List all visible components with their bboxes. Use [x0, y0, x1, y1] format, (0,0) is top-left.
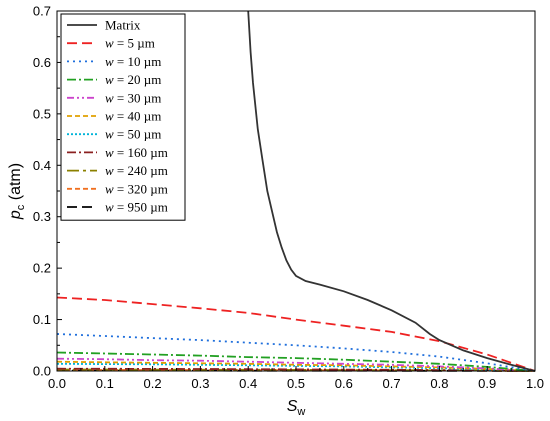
legend-label: w = 50 µm [105, 127, 161, 142]
legend-label: w = 30 µm [105, 90, 161, 105]
legend-label: w = 160 µm [105, 145, 168, 160]
legend-entry: w = 5 µm [67, 36, 155, 51]
y-tick-label: 0.5 [33, 106, 51, 121]
legend-entry: w = 30 µm [67, 90, 161, 105]
legend-entry: w = 950 µm [67, 200, 168, 215]
y-tick-label: 0.6 [33, 55, 51, 70]
legend: Matrix w = 5 µm w = 10 µm w = 20 µm w = 30 µ… [60, 13, 186, 221]
y-tick-label: 0.2 [33, 261, 51, 276]
x-tick-label: 0.3 [191, 376, 209, 391]
legend-entry: w = 50 µm [67, 127, 161, 142]
legend-label: w = 5 µm [105, 36, 155, 51]
x-tick-label: 0.6 [335, 376, 353, 391]
axis-titles: Sw pc (atm) [7, 163, 305, 418]
y-tick-label: 0.1 [33, 312, 51, 327]
legend-label: Matrix [105, 18, 141, 33]
legend-entry: w = 40 µm [67, 109, 161, 124]
y-tick-label: 0.4 [33, 158, 51, 173]
series-line-2 [56, 333, 536, 372]
x-tick-label: 0.7 [383, 376, 401, 391]
legend-entry: w = 240 µm [67, 163, 168, 178]
legend-label: w = 950 µm [105, 200, 168, 215]
x-tick-label: 0.8 [430, 376, 448, 391]
x-axis-title: Sw [287, 398, 306, 418]
x-tick-label: 1.0 [526, 376, 544, 391]
legend-label: w = 20 µm [105, 72, 161, 87]
x-tick-label: 0.1 [96, 376, 114, 391]
y-axis: 0.0 0.1 0.2 0.3 0.4 0.5 0.6 0.7 [33, 4, 62, 379]
legend-label: w = 40 µm [105, 109, 161, 124]
legend-entry: w = 160 µm [67, 145, 168, 160]
legend-label: w = 10 µm [105, 54, 161, 69]
y-axis-title: pc (atm) [7, 163, 27, 220]
legend-entry: w = 10 µm [67, 54, 161, 69]
legend-label: w = 240 µm [105, 163, 168, 178]
series-line-0 [247, 10, 536, 372]
x-tick-label: 0.5 [287, 376, 305, 391]
x-axis: 0.0 0.1 0.2 0.3 0.4 0.5 0.6 0.7 0.8 0.9 1.0 [48, 366, 544, 391]
legend-entry: Matrix [67, 18, 141, 33]
x-tick-label: 0.0 [48, 376, 66, 391]
legend-box [60, 13, 186, 221]
y-tick-label: 0.0 [33, 364, 51, 379]
legend-label: w = 320 µm [105, 181, 168, 196]
y-tick-label: 0.7 [33, 4, 51, 19]
legend-entry: w = 320 µm [67, 181, 168, 196]
x-tick-label: 0.2 [144, 376, 162, 391]
y-tick-label: 0.3 [33, 209, 51, 224]
series-line-3 [56, 351, 536, 372]
x-tick-label: 0.9 [478, 376, 496, 391]
series-line-1 [56, 296, 536, 372]
x-tick-label: 0.4 [239, 376, 257, 391]
legend-entry: w = 20 µm [67, 72, 161, 87]
